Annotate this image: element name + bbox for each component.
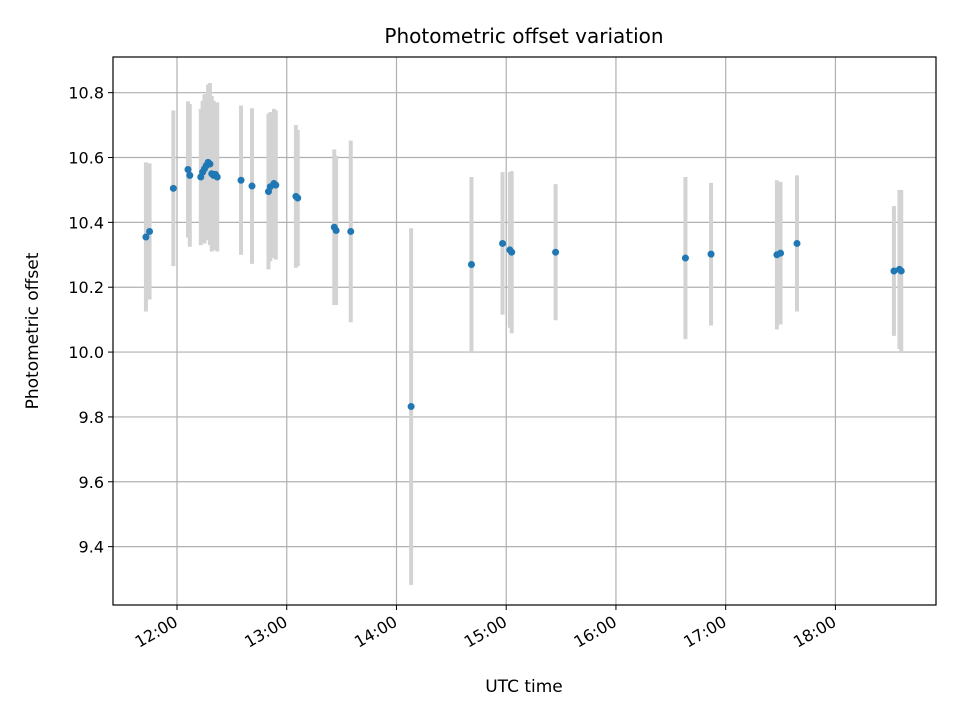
data-point: [407, 403, 415, 411]
data-points: [142, 158, 905, 411]
y-tick-label: 9.6: [79, 473, 104, 492]
data-point: [206, 160, 214, 168]
data-point: [347, 227, 355, 235]
data-point: [332, 226, 340, 234]
y-tick-label: 10.6: [68, 149, 104, 168]
y-tick-label: 10.4: [68, 213, 104, 232]
data-point: [681, 254, 689, 262]
data-point: [499, 239, 507, 247]
data-point: [237, 176, 245, 184]
y-tick-label: 10.2: [68, 278, 104, 297]
data-point: [213, 173, 221, 181]
data-point: [294, 194, 302, 202]
data-point: [897, 267, 905, 275]
data-point: [272, 181, 280, 189]
data-point: [186, 171, 194, 179]
plot-frame: [112, 56, 937, 606]
chart-title: Photometric offset variation: [384, 24, 663, 48]
data-point: [793, 239, 801, 247]
data-point: [248, 182, 256, 190]
data-point: [890, 267, 898, 275]
y-tick-label: 10.0: [68, 343, 104, 362]
data-point: [467, 261, 475, 269]
data-point: [508, 248, 516, 256]
x-axis-label: UTC time: [485, 677, 563, 697]
data-point: [146, 227, 154, 235]
data-point: [184, 166, 192, 174]
data-point: [142, 233, 150, 241]
data-point: [707, 250, 715, 258]
data-point: [777, 249, 785, 257]
y-tick-label: 9.8: [79, 408, 104, 427]
y-tick-label: 10.8: [68, 84, 104, 103]
y-tick-label: 9.4: [79, 538, 104, 557]
data-point: [169, 184, 177, 192]
data-point: [552, 248, 560, 256]
y-axis-label: Photometric offset: [23, 252, 43, 409]
